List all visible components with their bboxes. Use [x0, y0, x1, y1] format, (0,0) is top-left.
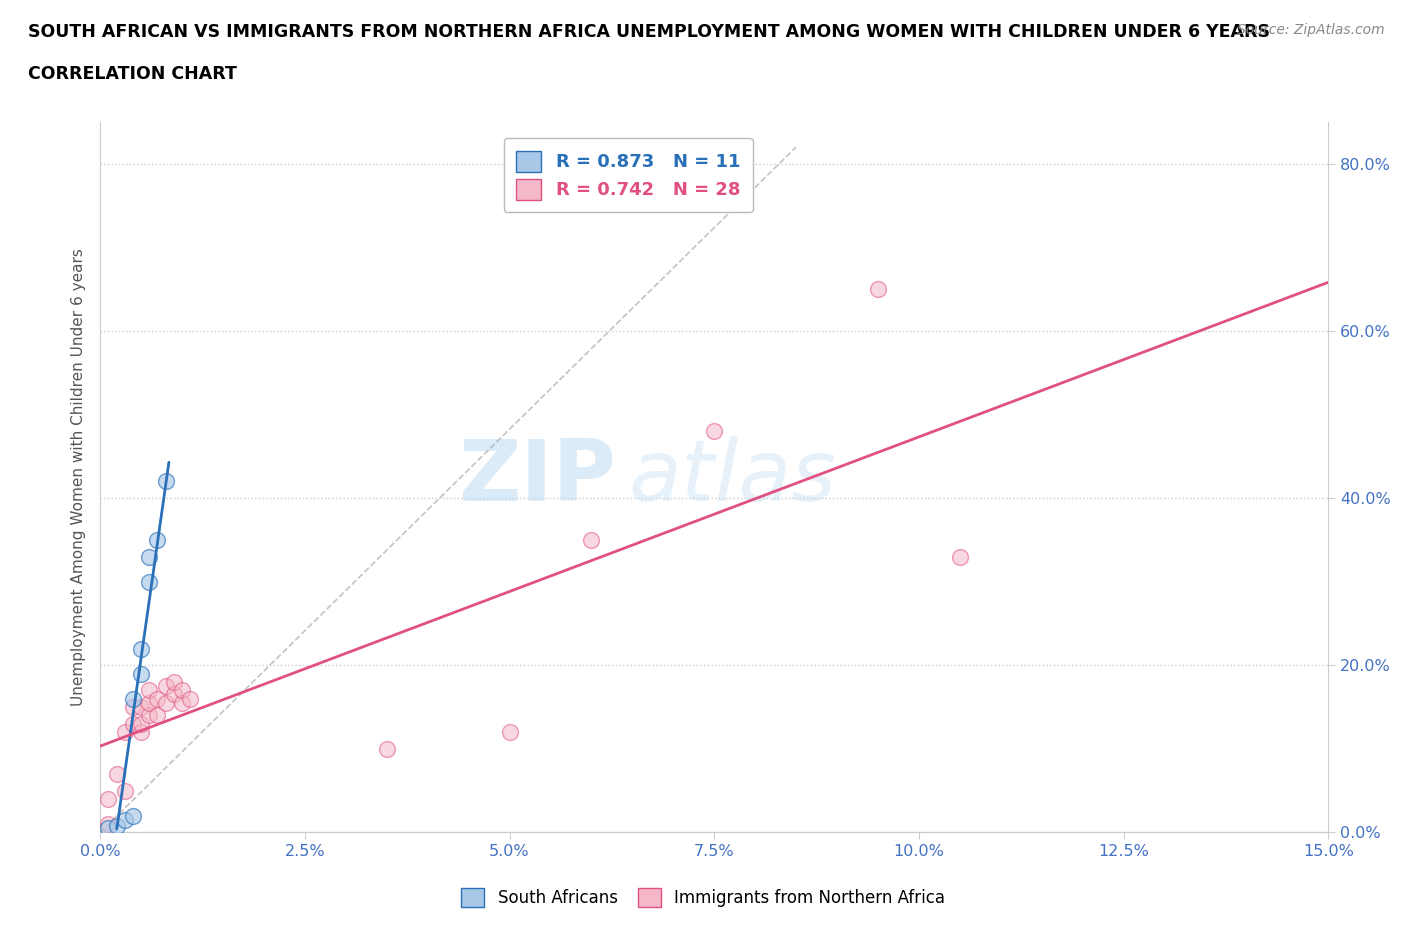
- Point: [122, 691, 145, 706]
- Point: [122, 808, 145, 823]
- Point: [105, 766, 128, 781]
- Text: ZIP: ZIP: [458, 435, 616, 519]
- Point: [949, 549, 972, 564]
- Point: [129, 724, 152, 739]
- Point: [179, 691, 201, 706]
- Y-axis label: Unemployment Among Women with Children Under 6 years: Unemployment Among Women with Children U…: [72, 248, 86, 706]
- Point: [97, 821, 120, 836]
- Point: [163, 687, 186, 702]
- Point: [114, 724, 136, 739]
- Point: [129, 716, 152, 731]
- Point: [97, 817, 120, 831]
- Point: [114, 783, 136, 798]
- Point: [146, 691, 169, 706]
- Text: SOUTH AFRICAN VS IMMIGRANTS FROM NORTHERN AFRICA UNEMPLOYMENT AMONG WOMEN WITH C: SOUTH AFRICAN VS IMMIGRANTS FROM NORTHER…: [28, 23, 1270, 41]
- Text: CORRELATION CHART: CORRELATION CHART: [28, 65, 238, 83]
- Point: [866, 282, 889, 297]
- Point: [122, 699, 145, 714]
- Point: [581, 532, 603, 547]
- Point: [155, 474, 177, 489]
- Point: [146, 708, 169, 723]
- Point: [146, 532, 169, 547]
- Point: [498, 724, 520, 739]
- Point: [138, 696, 160, 711]
- Point: [138, 683, 160, 698]
- Point: [129, 699, 152, 714]
- Text: Source: ZipAtlas.com: Source: ZipAtlas.com: [1237, 23, 1385, 37]
- Point: [114, 813, 136, 828]
- Legend: R = 0.873   N = 11, R = 0.742   N = 28: R = 0.873 N = 11, R = 0.742 N = 28: [503, 138, 754, 212]
- Text: atlas: atlas: [628, 435, 837, 519]
- Point: [155, 679, 177, 694]
- Point: [129, 641, 152, 656]
- Point: [138, 549, 160, 564]
- Legend: South Africans, Immigrants from Northern Africa: South Africans, Immigrants from Northern…: [451, 878, 955, 917]
- Point: [97, 791, 120, 806]
- Point: [138, 574, 160, 589]
- Point: [170, 683, 193, 698]
- Point: [163, 674, 186, 689]
- Point: [155, 696, 177, 711]
- Point: [703, 424, 725, 439]
- Point: [122, 716, 145, 731]
- Point: [105, 818, 128, 833]
- Point: [170, 696, 193, 711]
- Point: [129, 666, 152, 681]
- Point: [375, 741, 398, 756]
- Point: [138, 708, 160, 723]
